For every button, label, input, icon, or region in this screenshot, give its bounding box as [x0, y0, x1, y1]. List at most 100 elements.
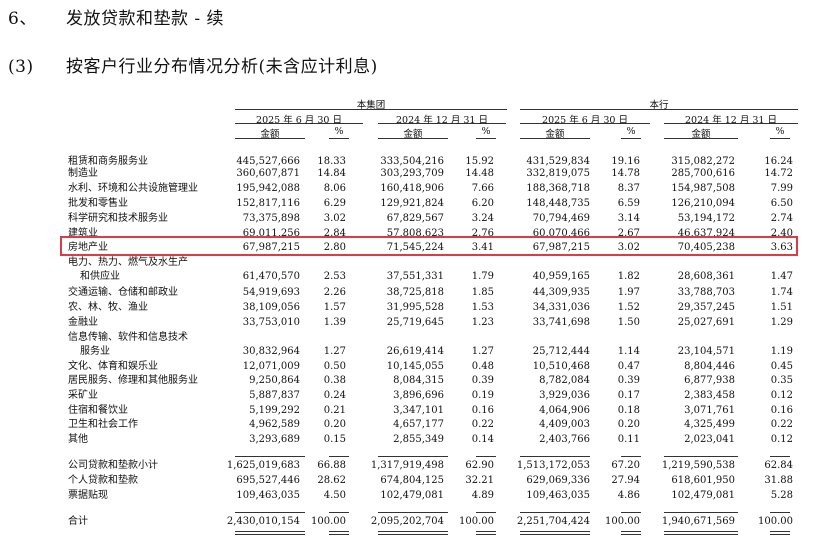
section-number: 6、 [8, 9, 37, 29]
table-row: 建筑业 69,011,256 2.84 57,808,623 2.76 60,070,46… [0, 227, 823, 240]
subtotal-rule [621, 456, 641, 457]
percent-cell: 1.57 [323, 302, 346, 313]
subtotal-rule [329, 456, 349, 457]
row-label: 采矿业 [68, 390, 98, 401]
table-row: 其他 3,293,689 0.15 2,855,349 0.14 2,403,766 0.1… [0, 433, 823, 446]
amount-cell: 2,383,458 [684, 390, 735, 401]
percent-cell: 6.50 [770, 198, 793, 209]
percent-cell: 19.16 [611, 156, 640, 167]
table-row: 水利、环境和公共设施管理业 195,942,088 8.06 160,418,906 7… [0, 182, 823, 195]
table-row: 金融业 33,753,010 1.39 25,719,645 1.23 33,741,69… [0, 316, 823, 329]
amount-cell: 8,084,315 [393, 375, 444, 386]
amount-cell: 9,250,864 [249, 375, 300, 386]
amount-cell: 1,625,019,683 [226, 460, 300, 471]
percent-cell: 3.02 [617, 242, 640, 253]
total-double-rule [235, 531, 305, 535]
table-row: 合计 2,430,010,154 100.00 2,095,202,704 100.00… [0, 515, 823, 528]
total-rule [235, 512, 305, 513]
percent-cell: 1.82 [617, 271, 640, 282]
percent-cell: 15.92 [465, 156, 494, 167]
percent-cell: 32.21 [465, 475, 494, 486]
row-label: 建筑业 [68, 228, 98, 239]
row-label: 卫生和社会工作 [68, 419, 138, 430]
subtotal-rule [476, 456, 496, 457]
percent-cell: 1.29 [770, 317, 793, 328]
table-row: 公司贷款和垫款小计 1,625,019,683 66.88 1,317,919,498… [0, 459, 823, 472]
percent-cell: 0.12 [770, 434, 793, 445]
percent-cell: 1.53 [471, 302, 494, 313]
amount-cell: 431,529,834 [526, 156, 590, 167]
amount-cell: 61,470,570 [242, 271, 300, 282]
row-label: 文化、体育和娱乐业 [68, 361, 158, 372]
section-title: 发放贷款和垫款 - 续 [66, 9, 225, 29]
amount-cell: 4,325,499 [684, 419, 735, 430]
percent-cell: 0.12 [770, 390, 793, 401]
percent-cell: 66.88 [317, 460, 346, 471]
total-double-rule [378, 531, 448, 535]
amount-cell: 2,403,766 [539, 434, 590, 445]
amount-cell: 285,700,616 [671, 168, 735, 179]
total-double-rule [621, 531, 641, 535]
percent-cell: 7.99 [770, 183, 793, 194]
amount-cell: 38,109,056 [242, 302, 300, 313]
percent-cell: 0.16 [770, 405, 793, 416]
row-label: 服务业 [80, 346, 110, 357]
percent-header: % [329, 126, 349, 139]
percent-cell: 1.50 [617, 317, 640, 328]
percent-header: % [621, 126, 641, 139]
amount-cell: 2,023,041 [684, 434, 735, 445]
row-label: 农、林、牧、渔业 [68, 302, 148, 313]
percent-cell: 0.21 [323, 405, 346, 416]
percent-cell: 0.16 [471, 405, 494, 416]
row-label: 住宿和餐饮业 [68, 405, 128, 416]
percent-cell: 27.94 [611, 475, 640, 486]
percent-cell: 3.63 [770, 242, 793, 253]
percent-cell: 31.88 [764, 475, 793, 486]
amount-cell: 6,877,938 [684, 375, 735, 386]
percent-cell: 0.48 [471, 361, 494, 372]
amount-cell: 67,987,215 [532, 242, 590, 253]
section-heading: 6、 发放贷款和垫款 - 续 [8, 4, 224, 29]
subtotal-rule [770, 456, 790, 457]
percent-cell: 1.23 [471, 317, 494, 328]
percent-header: % [770, 126, 790, 139]
group-header-bank: 本行 [520, 97, 798, 111]
amount-cell: 5,199,292 [249, 405, 300, 416]
row-label: 和供应业 [80, 271, 120, 282]
percent-cell: 14.72 [764, 168, 793, 179]
percent-cell: 4.50 [323, 490, 346, 501]
percent-cell: 62.84 [764, 460, 793, 471]
amount-cell: 445,527,666 [236, 156, 300, 167]
subsection-title: 按客户行业分布情况分析(未含应计利息) [66, 57, 378, 77]
percent-cell: 6.20 [471, 198, 494, 209]
percent-cell: 2.53 [323, 271, 346, 282]
table-row: 电力、热力、燃气及水生产 [0, 256, 823, 269]
percent-cell: 1.27 [471, 346, 494, 357]
row-label: 水利、环境和公共设施管理业 [68, 183, 198, 194]
amount-cell: 60,070,466 [532, 228, 590, 239]
amount-cell: 71,545,224 [386, 242, 444, 253]
amount-cell: 25,712,444 [532, 346, 590, 357]
amount-cell: 360,607,871 [236, 168, 300, 179]
amount-cell: 4,409,003 [539, 419, 590, 430]
total-double-rule [476, 531, 496, 535]
percent-cell: 0.39 [617, 375, 640, 386]
amount-cell: 26,619,414 [386, 346, 444, 357]
amount-cell: 46,637,924 [677, 228, 735, 239]
amount-cell: 12,071,009 [242, 361, 300, 372]
amount-cell: 31,995,528 [386, 302, 444, 313]
amount-cell: 28,608,361 [677, 271, 735, 282]
amount-cell: 5,887,837 [249, 390, 300, 401]
amount-cell: 4,657,177 [393, 419, 444, 430]
amount-cell: 126,210,094 [671, 198, 735, 209]
amount-cell: 1,219,590,538 [661, 460, 735, 471]
percent-cell: 2.40 [770, 228, 793, 239]
total-rule [621, 512, 641, 513]
amount-cell: 3,071,761 [684, 405, 735, 416]
percent-cell: 2.76 [471, 228, 494, 239]
percent-cell: 3.02 [323, 213, 346, 224]
total-double-rule [770, 531, 790, 535]
amount-cell: 303,293,709 [380, 168, 444, 179]
row-label: 信息传输、软件和信息技术 [68, 332, 188, 343]
amount-cell: 29,357,245 [677, 302, 735, 313]
